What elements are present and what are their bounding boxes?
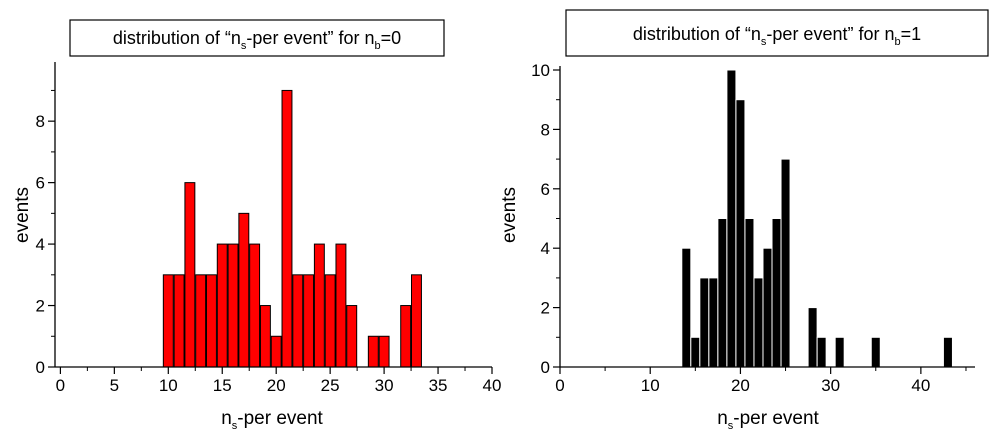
bar (292, 274, 304, 368)
y-tick-label: 6 (36, 174, 45, 193)
bar (753, 277, 764, 368)
bar (717, 218, 728, 368)
x-tick-label: 20 (267, 376, 286, 395)
bar (367, 335, 379, 368)
chart-title-right: distribution of “ns-per event” for nb=1 (633, 24, 921, 48)
bar (173, 274, 185, 368)
bar (411, 274, 422, 368)
bar (807, 307, 818, 368)
bar (762, 247, 773, 368)
bar (735, 99, 746, 368)
bar (162, 274, 174, 368)
bar (780, 158, 791, 368)
x-axis-title-left: ns-per event (221, 408, 323, 432)
y-tick-label: 8 (36, 112, 45, 131)
bar (313, 243, 325, 368)
x-tick-label: 20 (731, 376, 750, 395)
title-box-left (69, 19, 445, 57)
bar (324, 274, 336, 368)
x-tick-label: 30 (821, 376, 840, 395)
bar (378, 335, 390, 368)
x-axis-right: 0 10 20 30 40 (555, 366, 975, 395)
bar (771, 218, 782, 368)
chart-left: distribution of “ns-per event” for nb=0 … (12, 19, 502, 432)
bar (335, 243, 347, 368)
bar (400, 305, 412, 368)
y-tick-label: 0 (541, 358, 550, 377)
bar (870, 336, 881, 368)
y-axis-right: 0 2 4 6 8 10 (531, 61, 561, 377)
y-axis-title-right: events (499, 187, 520, 243)
chart-right: distribution of “ns-per event” for nb=1 … (499, 9, 989, 432)
x-tick-label: 35 (429, 376, 448, 395)
bar (227, 243, 239, 368)
y-tick-label: 8 (541, 120, 550, 139)
x-tick-label: 10 (159, 376, 178, 395)
x-tick-label: 0 (555, 376, 564, 395)
y-tick-label: 4 (36, 235, 45, 254)
x-tick-label: 5 (110, 376, 119, 395)
x-axis-left: 0 5 10 15 20 25 30 35 40 (55, 366, 502, 395)
x-tick-label: 25 (321, 376, 340, 395)
x-tick-label: 40 (483, 376, 502, 395)
x-axis-title-right: ns-per event (717, 408, 819, 432)
y-tick-label: 10 (531, 61, 550, 80)
bar (726, 69, 737, 368)
bar (195, 274, 207, 368)
bar (238, 212, 250, 368)
bar (942, 336, 953, 368)
bar (699, 277, 710, 368)
x-tick-label: 0 (56, 376, 65, 395)
bar (303, 274, 315, 368)
bar (708, 277, 719, 368)
x-tick-label: 30 (375, 376, 394, 395)
x-tick-label: 40 (911, 376, 930, 395)
title-box-right (565, 9, 989, 57)
bar (205, 274, 217, 368)
bars-left (162, 89, 422, 368)
x-tick-label: 15 (213, 376, 232, 395)
bars-right (681, 69, 953, 368)
y-tick-label: 6 (541, 180, 550, 199)
chart-title-left: distribution of “ns-per event” for nb=0 (113, 28, 401, 52)
bar (690, 336, 701, 368)
bar (744, 218, 755, 368)
bar (184, 182, 196, 368)
y-axis-title-left: events (12, 187, 33, 243)
bar (816, 336, 827, 368)
bar (270, 335, 282, 368)
bar (216, 243, 228, 368)
y-tick-label: 4 (541, 239, 550, 258)
y-tick-label: 2 (541, 299, 550, 318)
y-tick-label: 2 (36, 297, 45, 316)
bar (249, 243, 261, 368)
bar (259, 305, 271, 368)
bar (281, 89, 293, 368)
bar (681, 247, 692, 368)
y-tick-label: 0 (36, 358, 45, 377)
bar (346, 305, 358, 368)
x-tick-label: 10 (641, 376, 660, 395)
y-axis-left: 0 2 4 6 8 (36, 62, 56, 377)
bar (834, 336, 845, 368)
